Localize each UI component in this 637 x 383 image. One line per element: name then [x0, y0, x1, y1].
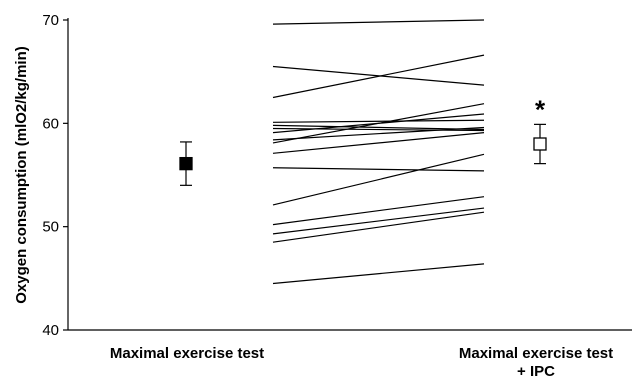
individual-line	[272, 132, 485, 154]
x-category-label: Maximal exercise test	[110, 345, 264, 362]
y-tick-label: 70	[42, 12, 59, 29]
significance-marker: *	[535, 94, 546, 124]
individual-line	[272, 119, 485, 123]
individual-line	[272, 153, 485, 206]
x-category-label: Maximal exercise test	[459, 345, 613, 362]
individual-line	[272, 127, 485, 132]
y-tick-label: 60	[42, 115, 59, 132]
summary-markers: *	[179, 94, 547, 186]
y-axis-title: Oxygen consumption (mlO2/kg/min)	[13, 46, 30, 304]
individual-line	[272, 167, 485, 172]
mean-marker	[533, 137, 547, 151]
mean-marker	[179, 156, 193, 171]
individual-line	[272, 103, 485, 144]
individual-line	[272, 124, 485, 131]
individual-pairs	[272, 19, 485, 285]
individual-line	[272, 19, 485, 25]
individual-line	[272, 263, 485, 285]
labels: Oxygen consumption (mlO2/kg/min) Maximal …	[13, 46, 613, 380]
y-tick-label: 40	[42, 322, 59, 339]
individual-line	[272, 54, 485, 99]
x-category-label: + IPC	[517, 363, 555, 380]
axes: 40 50 60 70	[42, 12, 632, 339]
individual-line	[272, 196, 485, 226]
y-tick-label: 50	[42, 219, 59, 236]
individual-line	[272, 126, 485, 141]
individual-line	[272, 211, 485, 243]
individual-line	[272, 207, 485, 235]
